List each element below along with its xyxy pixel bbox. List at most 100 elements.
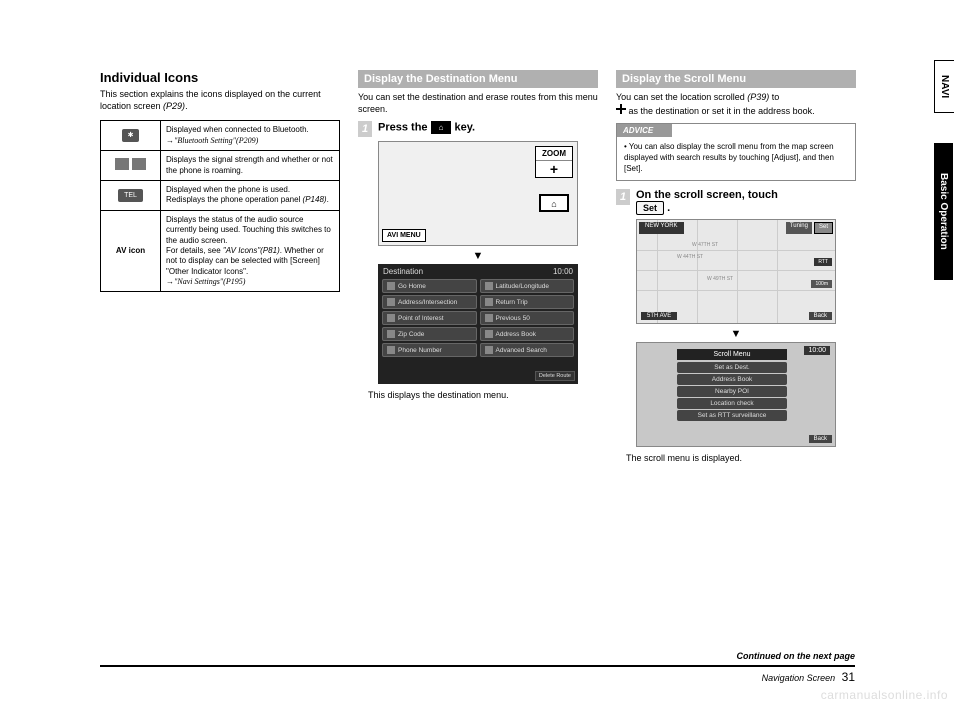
dm-item: Point of Interest xyxy=(382,311,477,325)
dm-label: Zip Code xyxy=(398,331,424,338)
advice-box: ADVICE • You can also display the scroll… xyxy=(616,123,856,180)
step-text: Press the ⌂ key. xyxy=(378,121,475,134)
desc-ref: "AV Icons"(P81) xyxy=(223,246,280,255)
street-label: W 47TH ST xyxy=(692,242,718,248)
grid-line xyxy=(657,220,658,323)
grid-line xyxy=(737,220,738,323)
dm-label: Advanced Search xyxy=(496,347,547,354)
section-header: Display the Destination Menu xyxy=(358,70,598,88)
grid-line xyxy=(637,250,835,251)
signal-icon xyxy=(115,158,146,170)
tel-desc: Displayed when the phone is used. Redisp… xyxy=(161,180,340,210)
dm-item: Go Home xyxy=(382,279,477,293)
delete-route-button: Delete Route xyxy=(535,371,575,381)
grid-line xyxy=(697,220,698,323)
sm-title: Scroll Menu xyxy=(677,349,787,360)
intro-ref: (P29) xyxy=(163,101,185,111)
section-title: Individual Icons xyxy=(100,70,340,85)
dm-header: Destination 10:00 xyxy=(378,264,578,279)
down-arrow-icon: ▼ xyxy=(358,250,598,262)
set-button-highlight: Set xyxy=(814,222,833,234)
intro-text: This section explains the icons displaye… xyxy=(100,89,340,112)
sub-c: as the destination or set it in the addr… xyxy=(626,106,815,116)
intro-a: This section explains the icons displaye… xyxy=(100,89,321,111)
street-label: W 49TH ST xyxy=(707,276,733,282)
desc-text: Displayed when the phone is used. xyxy=(166,185,290,194)
section-header: Display the Scroll Menu xyxy=(616,70,856,88)
manual-page: Individual Icons This section explains t… xyxy=(100,70,870,650)
sm-item: Address Book xyxy=(677,374,787,385)
dm-item: Latitude/Longitude xyxy=(480,279,575,293)
desc-text: For details, see xyxy=(166,246,223,255)
advice-title: ADVICE xyxy=(617,124,672,137)
avi-menu-label: AVI MENU xyxy=(382,229,426,242)
av-desc: Displays the status of the audio source … xyxy=(161,210,340,292)
down-arrow-icon: ▼ xyxy=(616,328,856,340)
advice-body: • You can also display the scroll menu f… xyxy=(617,137,855,179)
table-row: AV icon Displays the status of the audio… xyxy=(101,210,340,292)
desc-link: →"Navi Settings"(P195) xyxy=(166,277,245,286)
street-label: W 44TH ST xyxy=(677,254,703,260)
tab-basic-operation: Basic Operation xyxy=(934,143,953,280)
side-tabs: NAVI Basic Operation xyxy=(934,60,960,560)
footer-rule xyxy=(100,665,855,667)
address-icon xyxy=(387,298,395,306)
dm-time: 10:00 xyxy=(553,267,573,276)
dm-title: Destination xyxy=(383,267,423,276)
section-sub: You can set the destination and erase ro… xyxy=(358,92,598,115)
dm-label: Address Book xyxy=(496,331,536,338)
map-top-bar: NEW YORK Tuning Set xyxy=(639,222,833,234)
tel-icon: TEL xyxy=(118,189,143,202)
page-footer: Continued on the next page Navigation Sc… xyxy=(100,651,855,684)
dm-label: Address/Intersection xyxy=(398,299,457,306)
dm-col-left: Go Home Address/Intersection Point of In… xyxy=(382,279,477,359)
book-icon xyxy=(485,330,493,338)
dm-item: Previous 50 xyxy=(480,311,575,325)
nav-screenshot: ZOOM + ⌂ AVI MENU xyxy=(378,141,578,246)
table-row: ✱ Displayed when connected to Bluetooth.… xyxy=(101,121,340,151)
set-button: Set xyxy=(636,201,664,215)
city-label: NEW YORK xyxy=(639,222,684,234)
zoom-plus-icon: + xyxy=(536,160,572,177)
bluetooth-icon-cell: ✱ xyxy=(101,121,161,151)
continued-label: Continued on the next page xyxy=(100,651,855,661)
grid-line xyxy=(637,290,835,291)
grid-line xyxy=(637,270,835,271)
signal-desc: Displays the signal strength and whether… xyxy=(161,151,340,181)
sub-b: to xyxy=(769,92,779,102)
caption: The scroll menu is displayed. xyxy=(626,453,856,463)
zip-icon xyxy=(387,330,395,338)
dm-label: Return Trip xyxy=(496,299,528,306)
sub-ref: (P39) xyxy=(747,92,769,102)
step: 1 Press the ⌂ key. xyxy=(358,121,598,137)
watermark: carmanualsonline.info xyxy=(821,688,948,702)
tab-navi: NAVI xyxy=(934,60,954,113)
table-row: Displays the signal strength and whether… xyxy=(101,151,340,181)
page-info: Navigation Screen 31 xyxy=(100,670,855,684)
previous-icon xyxy=(485,314,493,322)
desc-ref: (P148) xyxy=(303,195,327,204)
map-screenshot: NEW YORK Tuning Set W 44TH ST W 47TH ST … xyxy=(636,219,836,324)
street-banner: 5TH AVE xyxy=(641,312,677,320)
latlon-icon xyxy=(485,282,493,290)
step-number: 1 xyxy=(358,121,372,137)
rtt-button: RTT xyxy=(814,258,832,266)
bluetooth-desc: Displayed when connected to Bluetooth. →… xyxy=(161,121,340,151)
signal-icon-cell xyxy=(101,151,161,181)
intro-b: . xyxy=(185,101,188,111)
dm-item: Return Trip xyxy=(480,295,575,309)
step: 1 On the scroll screen, touch Set . xyxy=(616,189,856,215)
dm-label: Phone Number xyxy=(398,347,442,354)
home-icon xyxy=(387,282,395,290)
section-sub: You can set the location scrolled (P39) … xyxy=(616,92,856,117)
desc-text: Redisplays the phone operation panel xyxy=(166,195,303,204)
bluetooth-icon: ✱ xyxy=(122,129,140,142)
dm-label: Point of Interest xyxy=(398,315,444,322)
dm-label: Go Home xyxy=(398,283,426,290)
back-button: Back xyxy=(809,435,832,443)
search-icon xyxy=(485,346,493,354)
zoom-control: ZOOM + xyxy=(535,146,573,178)
scale-label: 100m xyxy=(811,280,832,288)
destination-menu-screenshot: Destination 10:00 Go Home Address/Inters… xyxy=(378,264,578,384)
sm-item: Set as RTT surveillance xyxy=(677,410,787,421)
